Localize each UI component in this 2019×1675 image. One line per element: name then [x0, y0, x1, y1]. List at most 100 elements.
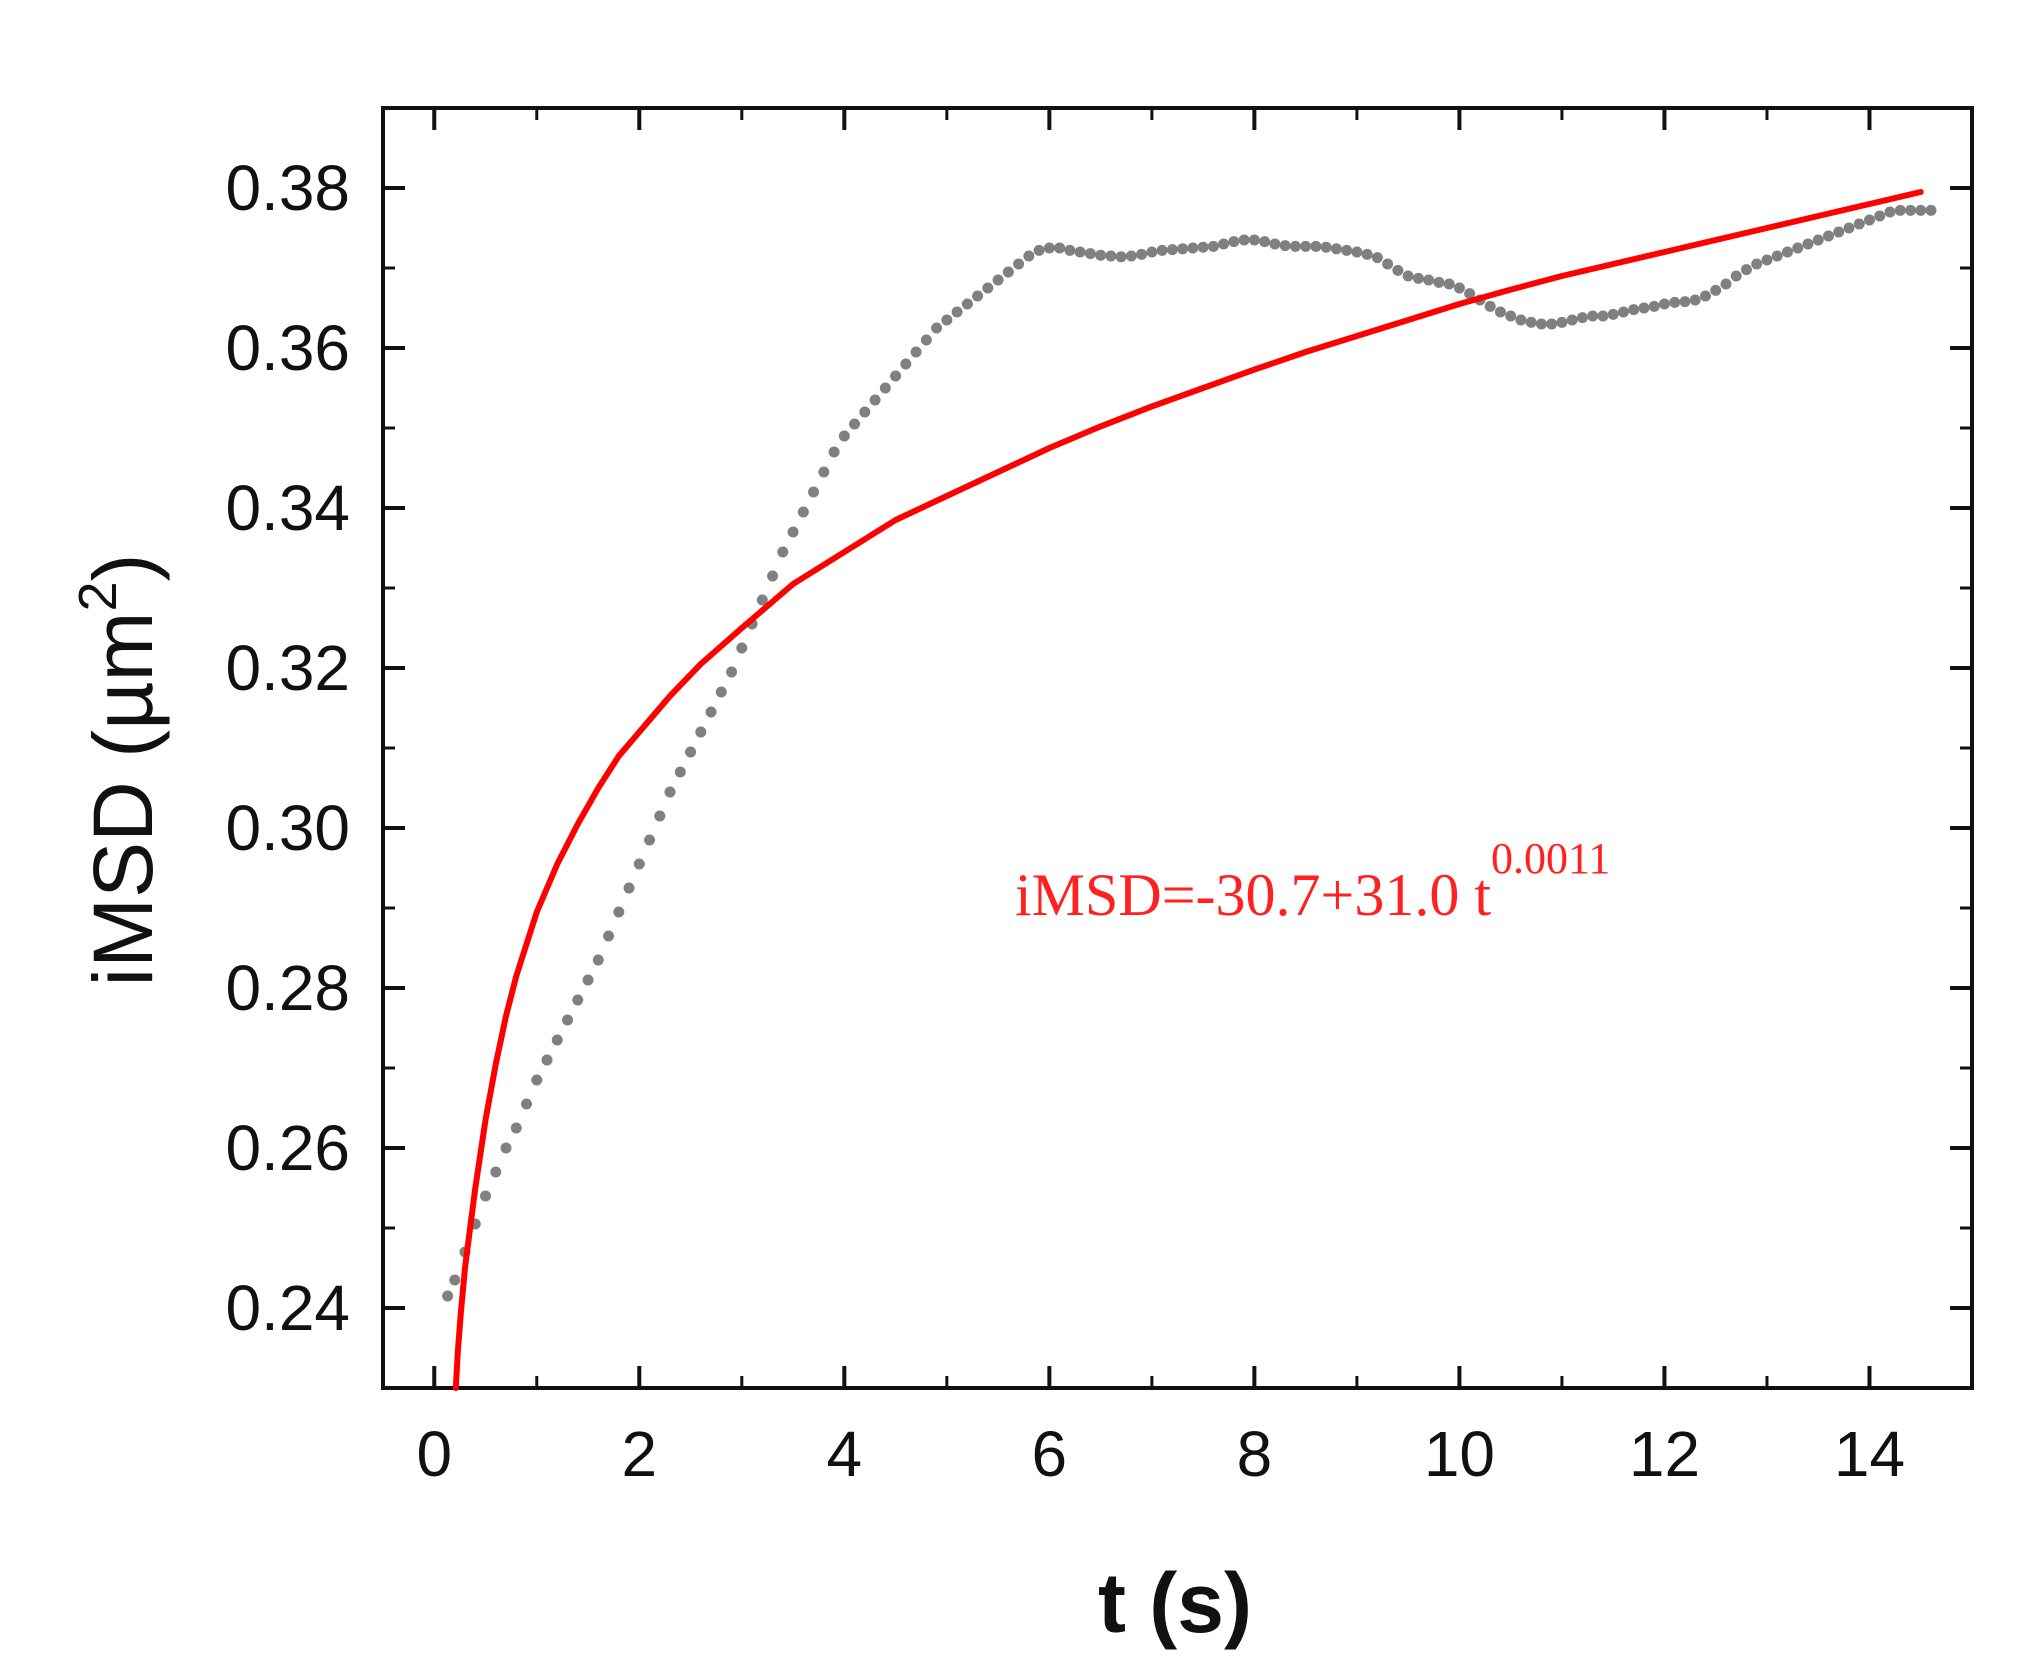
data-point — [1679, 296, 1691, 308]
data-point — [521, 1098, 533, 1110]
data-point — [1023, 250, 1035, 262]
data-point — [1279, 240, 1291, 252]
data-point — [808, 486, 820, 498]
data-point — [1248, 234, 1260, 246]
data-point — [1689, 294, 1701, 306]
y-tick-label: 0.32 — [225, 632, 350, 704]
data-point — [1115, 251, 1127, 263]
x-axis-ticks: 0 2 4 6 8 10 12 14 — [416, 108, 1905, 1490]
y-axis-ticks: 0.24 0.26 0.28 0.30 0.32 0.34 0.36 0.38 — [225, 152, 1972, 1344]
fit-curve-group — [452, 189, 1924, 1391]
data-point — [1330, 243, 1342, 255]
data-point — [695, 726, 707, 738]
data-point — [1576, 312, 1588, 324]
data-point — [1443, 278, 1455, 290]
x-tick-label: 10 — [1424, 1418, 1495, 1490]
data-point — [664, 786, 676, 798]
data-point — [644, 834, 656, 846]
y-tick-label: 0.28 — [225, 952, 350, 1024]
y-tick-label: 0.24 — [225, 1272, 350, 1344]
data-point — [1074, 246, 1086, 258]
data-point — [1658, 298, 1670, 310]
data-point — [1525, 316, 1537, 328]
y-axis-title: iMSD (µm2) — [68, 553, 170, 986]
data-point — [1853, 218, 1865, 230]
data-point — [1351, 246, 1363, 258]
data-point — [869, 394, 881, 406]
y-axis-title-group: iMSD (µm2) — [68, 553, 170, 986]
y-tick-label: 0.38 — [225, 152, 350, 224]
x-tick-label: 2 — [621, 1418, 657, 1490]
data-point — [890, 370, 902, 382]
x-tick-label: 4 — [827, 1418, 863, 1490]
data-point — [1781, 246, 1793, 258]
data-point — [623, 882, 635, 894]
data-point — [1884, 206, 1896, 218]
data-point — [1535, 318, 1547, 330]
data-point — [654, 810, 666, 822]
data-point — [1412, 272, 1424, 284]
data-point — [480, 1190, 492, 1202]
data-point — [705, 706, 717, 718]
data-point — [1607, 308, 1619, 320]
data-point — [510, 1122, 522, 1134]
data-point — [787, 526, 799, 538]
data-point — [900, 358, 912, 370]
data-point — [1228, 236, 1240, 248]
data-point — [1125, 250, 1137, 262]
data-point — [1177, 243, 1189, 255]
data-point — [818, 466, 830, 478]
data-point — [449, 1274, 461, 1286]
data-point — [910, 346, 922, 358]
y-axis-title-close: ) — [76, 553, 170, 581]
x-tick-label: 14 — [1834, 1418, 1905, 1490]
plot-frame — [381, 106, 1974, 1390]
data-point — [1187, 242, 1199, 254]
fit-curve — [452, 189, 1924, 1391]
data-point — [1402, 270, 1414, 282]
data-point — [1269, 238, 1281, 250]
data-point — [1617, 306, 1629, 318]
data-point — [1751, 258, 1763, 270]
data-point — [1464, 288, 1476, 300]
data-point — [1013, 258, 1025, 270]
data-point — [1423, 274, 1435, 286]
data-point — [500, 1142, 512, 1154]
data-point — [982, 282, 994, 294]
fit-equation-exponent: 0.0011 — [1491, 834, 1610, 883]
data-point — [1740, 264, 1752, 276]
data-point — [1095, 249, 1107, 261]
data-point — [1197, 241, 1209, 253]
y-tick-label: 0.26 — [225, 1112, 350, 1184]
data-point — [931, 322, 943, 334]
plot-area-border — [381, 106, 1974, 1390]
data-point — [1218, 238, 1230, 250]
data-point — [1720, 278, 1732, 290]
data-point — [1259, 236, 1271, 248]
data-point — [736, 642, 748, 654]
data-point — [1033, 244, 1045, 256]
data-point — [992, 274, 1004, 286]
data-point — [1002, 266, 1014, 278]
data-point — [1802, 238, 1814, 250]
y-axis-title-superscript: 2 — [68, 581, 128, 611]
data-point — [1064, 244, 1076, 256]
data-point — [1792, 242, 1804, 254]
data-point — [1207, 240, 1219, 252]
data-point — [828, 446, 840, 458]
data-point — [1515, 314, 1527, 326]
data-point — [1597, 310, 1609, 322]
data-series-points — [442, 204, 1937, 1302]
data-point — [961, 298, 973, 310]
data-point — [1566, 314, 1578, 326]
data-point — [1238, 234, 1250, 246]
data-point — [879, 382, 891, 394]
x-axis-title: t (s) — [1098, 1556, 1252, 1650]
y-axis-title-main: iMSD (µm — [76, 612, 170, 987]
data-point — [1300, 240, 1312, 252]
data-point — [582, 974, 594, 986]
data-point — [1669, 296, 1681, 308]
fit-equation-base: iMSD=-30.7+31.0 t — [1015, 862, 1491, 928]
data-point — [592, 954, 604, 966]
y-tick-label: 0.34 — [225, 472, 350, 544]
